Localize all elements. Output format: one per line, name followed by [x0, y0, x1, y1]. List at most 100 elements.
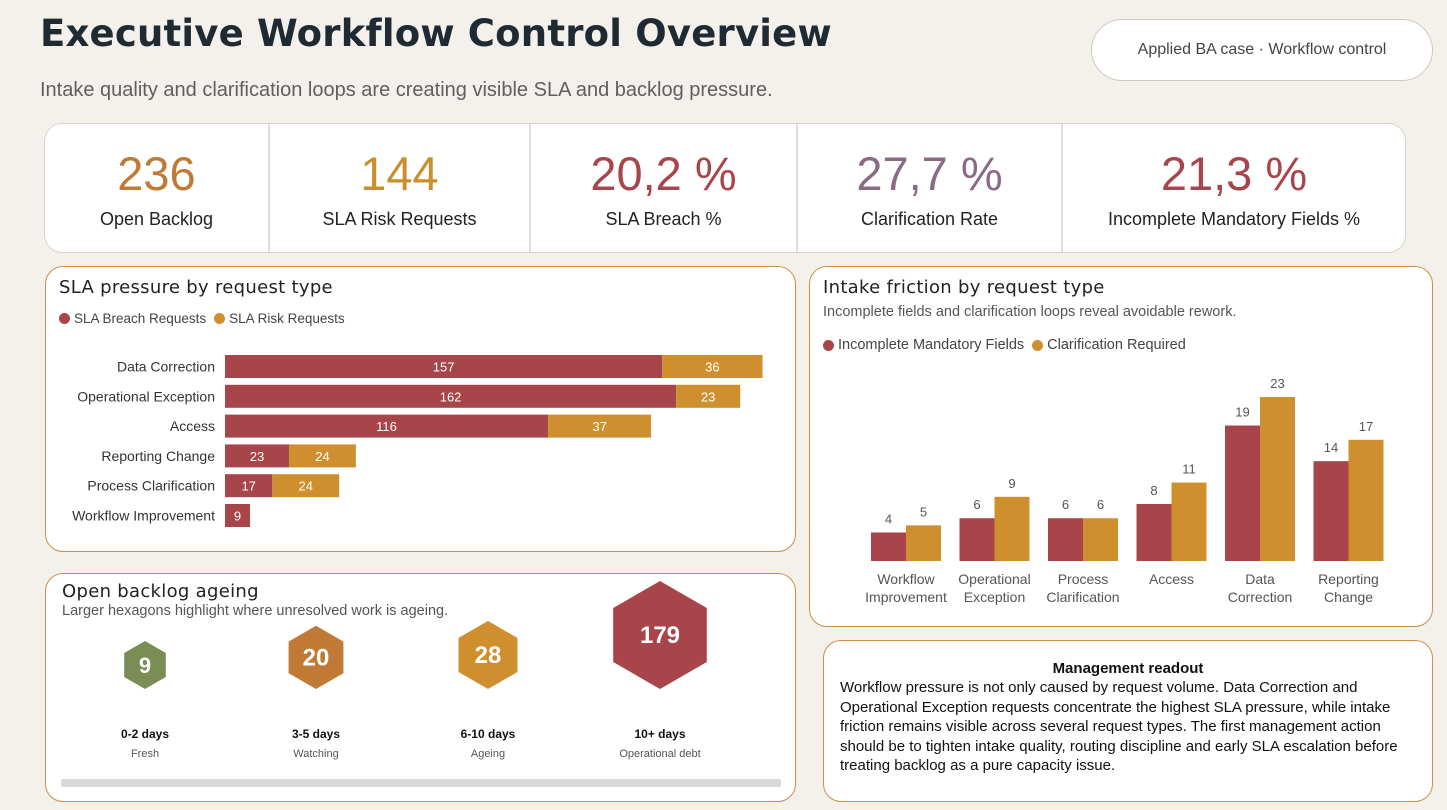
ageing-bucket[interactable]: 179 10+ days Operational debt: [613, 581, 707, 760]
data-label: 11: [1182, 462, 1196, 477]
kpi-row: 236 Open Backlog 144 SLA Risk Requests 2…: [44, 123, 1406, 253]
kpi-label: Open Backlog: [99, 209, 214, 229]
bar-clarification[interactable]: [994, 496, 1030, 561]
category-label: Reporting: [1318, 571, 1379, 587]
category-label: Correction: [1228, 589, 1293, 605]
bucket-value: 9: [139, 653, 151, 678]
bucket-range: 10+ days: [634, 727, 685, 741]
readout-body: Workflow pressure is not only caused by …: [840, 679, 1398, 774]
kpi-sla-risk[interactable]: 144 SLA Risk Requests: [270, 124, 531, 252]
ageing-bucket[interactable]: 28 6-10 days Ageing: [458, 620, 518, 760]
kpi-label: Clarification Rate: [860, 209, 999, 229]
data-label: 23: [701, 389, 715, 404]
data-label: 157: [433, 360, 455, 375]
bucket-status: Ageing: [471, 748, 505, 760]
category-label: Exception: [964, 589, 1025, 605]
bar-incomplete[interactable]: [959, 518, 995, 561]
category-label: Data: [1245, 571, 1275, 587]
ageing-bucket[interactable]: 20 3-5 days Watching: [288, 625, 344, 760]
data-label: 6: [1097, 497, 1104, 512]
bar-incomplete[interactable]: [1225, 425, 1260, 561]
data-label: 23: [250, 449, 264, 464]
bar-clarification[interactable]: [1260, 397, 1295, 561]
sla-pressure-card: SLA pressure by request type SLA Breach …: [45, 266, 796, 552]
intake-friction-card: Intake friction by request type Incomple…: [809, 266, 1433, 627]
bar-breach[interactable]: [225, 474, 273, 498]
friction-bar-chart: 4 5 Workflow Improvement 6 9 Operational Except…: [865, 376, 1384, 605]
sla-bar-chart: Data Correction 157 36 Operational Exceptio…: [72, 355, 763, 527]
ageing-hexagons: 9 0-2 days Fresh 20 3-5 days Watching 28 6-10 d…: [121, 581, 707, 760]
bucket-status: Watching: [293, 748, 338, 760]
bar-incomplete[interactable]: [1048, 518, 1083, 561]
category-label: Operational Exception: [77, 388, 215, 404]
chart-legend: SLA Breach Requests SLA Risk Requests: [59, 311, 345, 326]
data-label: 17: [241, 479, 255, 494]
management-readout-card: Management readout Workflow pressure is …: [823, 640, 1433, 802]
category-label: Process: [1058, 571, 1109, 587]
data-label: 162: [440, 389, 462, 404]
bar-incomplete[interactable]: [871, 532, 906, 561]
kpi-open-backlog[interactable]: 236 Open Backlog: [45, 124, 270, 252]
data-label: 6: [973, 497, 980, 512]
kpi-incomplete-fields[interactable]: 21,3 % Incomplete Mandatory Fields %: [1063, 124, 1405, 252]
bar-breach[interactable]: [225, 355, 663, 378]
bar-clarification[interactable]: [906, 525, 941, 561]
kpi-clarification-rate[interactable]: 27,7 % Clarification Rate: [798, 124, 1063, 252]
bar-clarification[interactable]: [1348, 439, 1384, 561]
page-title: Executive Workflow Control Overview: [40, 12, 832, 55]
bar-risk[interactable]: [548, 414, 652, 438]
data-label: 9: [234, 509, 241, 524]
bar-clarification[interactable]: [1083, 518, 1118, 561]
data-label: 9: [1008, 476, 1015, 491]
category-label: Process Clarification: [87, 478, 215, 494]
ageing-bucket[interactable]: 9 0-2 days Fresh: [121, 641, 169, 760]
legend-dot-incomplete: [823, 339, 834, 351]
data-label: 116: [376, 419, 397, 434]
card-subtitle: Incomplete fields and clarification loop…: [823, 304, 1237, 320]
legend-label: SLA Breach Requests: [74, 311, 207, 326]
category-label: Access: [170, 418, 215, 434]
bucket-status: Fresh: [131, 748, 159, 760]
legend-label: SLA Risk Requests: [229, 311, 345, 326]
data-label: 14: [1324, 440, 1338, 455]
bar-risk[interactable]: [289, 444, 356, 468]
data-label: 36: [705, 360, 719, 375]
bar-breach[interactable]: [225, 414, 549, 438]
bucket-range: 0-2 days: [121, 727, 169, 741]
card-title: Intake friction by request type: [823, 277, 1105, 298]
bar-clarification[interactable]: [1171, 482, 1207, 561]
bar-incomplete[interactable]: [1313, 461, 1349, 561]
bar-incomplete[interactable]: [1136, 503, 1172, 561]
card-subtitle: Larger hexagons highlight where unresolv…: [62, 603, 449, 619]
data-label: 17: [1359, 419, 1373, 434]
category-label: Reporting Change: [101, 448, 215, 464]
horizontal-scrollbar[interactable]: [61, 779, 781, 787]
category-label: Workflow Improvement: [72, 508, 215, 524]
category-label: Access: [1149, 571, 1194, 587]
data-label: 24: [315, 449, 329, 464]
bucket-status: Operational debt: [619, 748, 700, 760]
hexagon-icon: [288, 625, 344, 689]
data-label: 8: [1150, 483, 1157, 498]
bar-breach[interactable]: [225, 444, 290, 468]
data-label: 6: [1062, 497, 1069, 512]
readout-title: Management readout: [1052, 660, 1204, 677]
data-label: 37: [592, 419, 606, 434]
category-label: Workflow: [877, 571, 935, 587]
backlog-ageing-card: Open backlog ageing Larger hexagons high…: [45, 573, 796, 802]
legend-label: Clarification Required: [1047, 337, 1186, 353]
bar-risk[interactable]: [676, 384, 741, 408]
hexagon-icon: [458, 620, 518, 689]
bar-breach[interactable]: [225, 384, 677, 408]
bar-breach[interactable]: [225, 504, 251, 527]
category-label: Change: [1324, 589, 1373, 605]
kpi-label: SLA Breach %: [605, 209, 722, 229]
bar-risk[interactable]: [662, 355, 763, 378]
kpi-value: 21,3 %: [1160, 147, 1308, 200]
bucket-range: 6-10 days: [461, 727, 516, 741]
kpi-sla-breach[interactable]: 20,2 % SLA Breach %: [531, 124, 798, 252]
bar-risk[interactable]: [272, 474, 340, 498]
chart-legend: Incomplete Mandatory Fields Clarificatio…: [823, 337, 1186, 353]
bucket-value: 179: [640, 622, 680, 649]
card-title: Open backlog ageing: [62, 581, 259, 602]
